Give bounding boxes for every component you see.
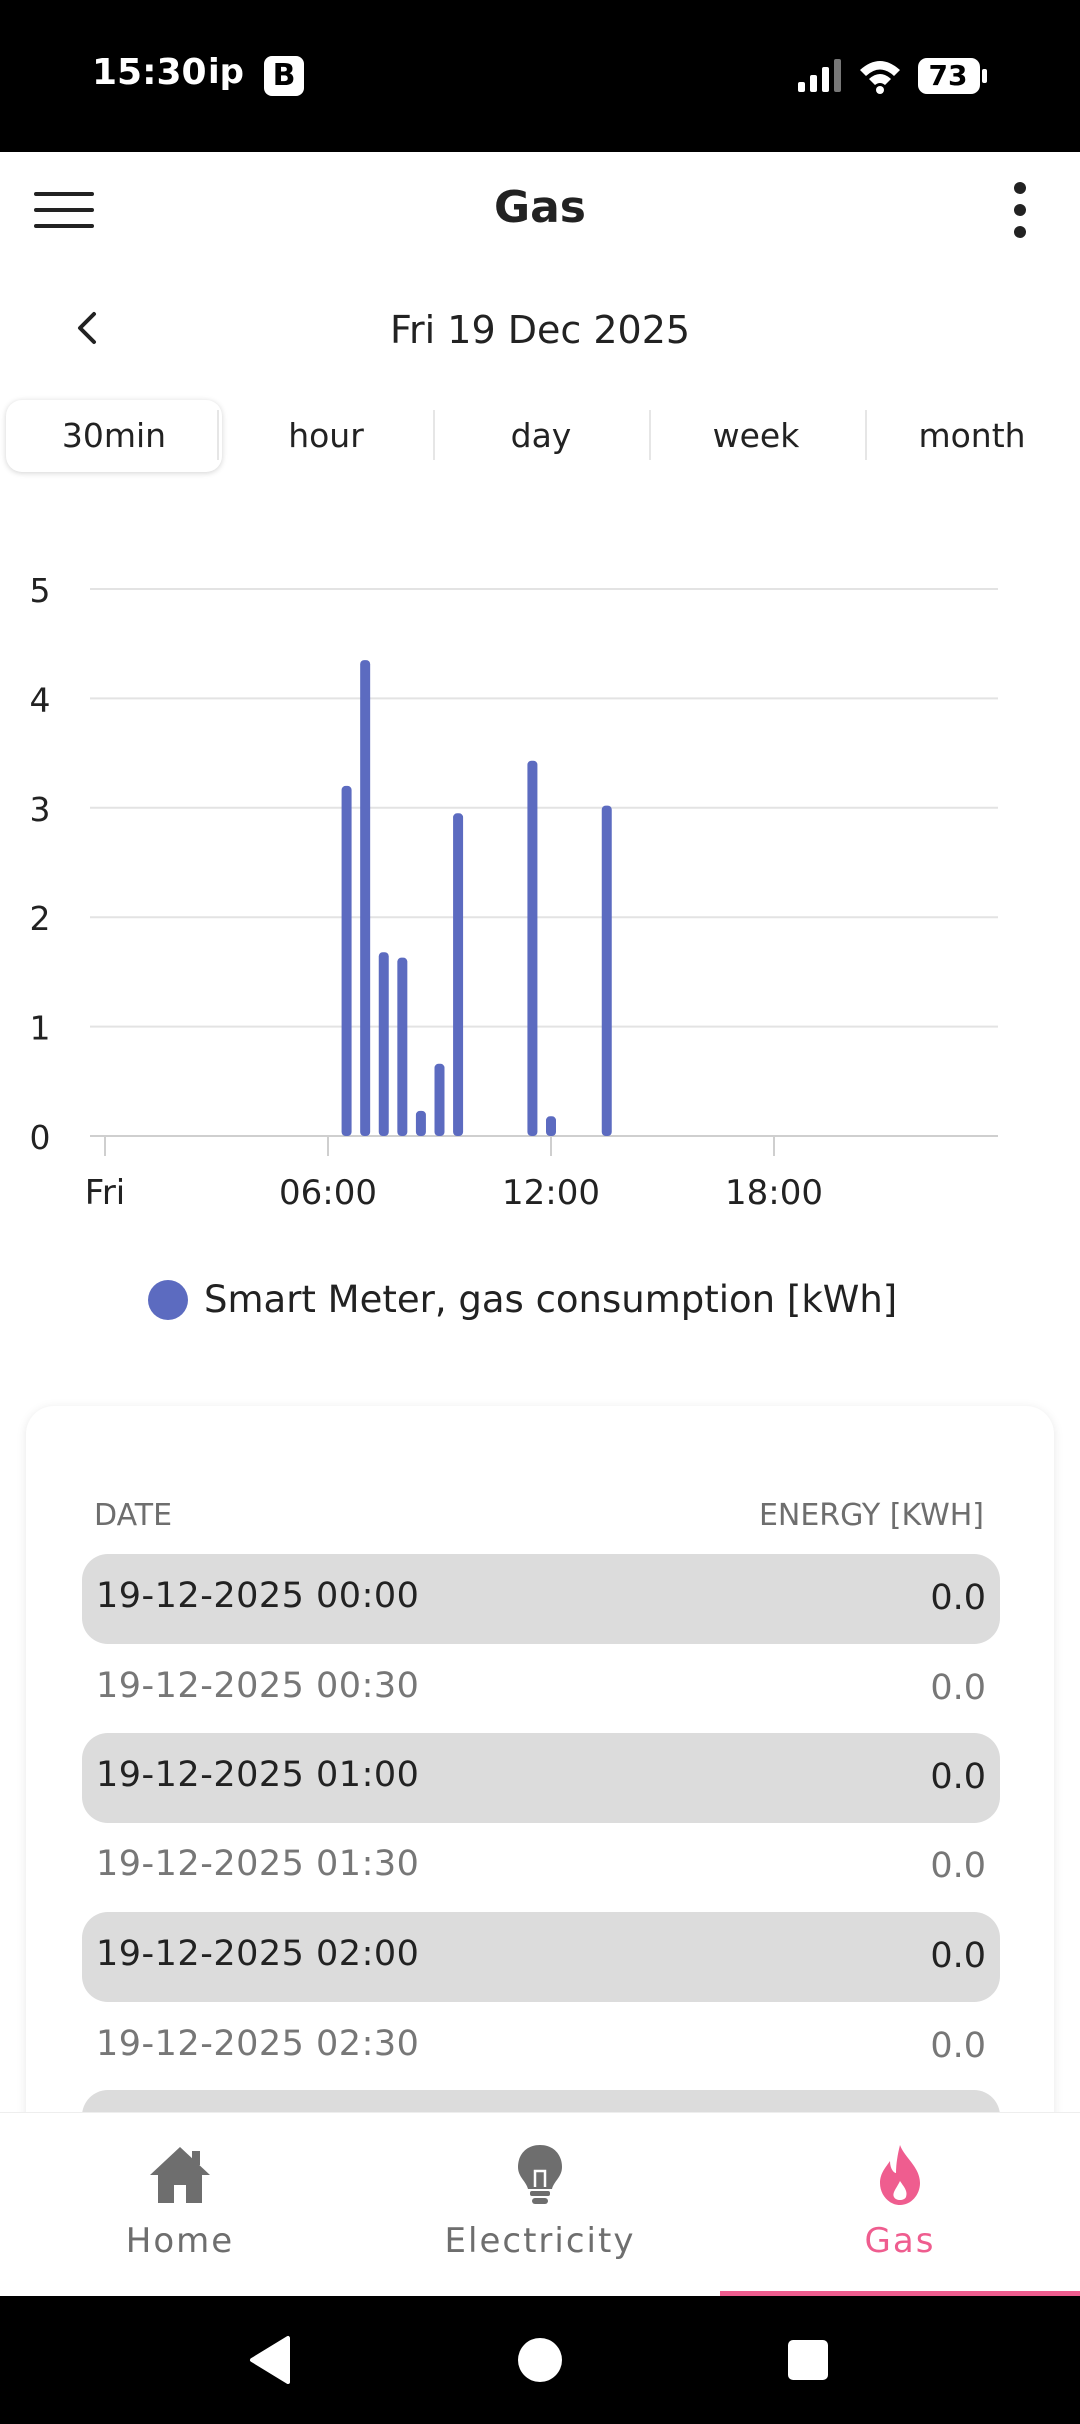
table-row: 19-12-2025 01:00 0.0 <box>82 1733 1000 1823</box>
app-badge-icon: B <box>264 56 304 96</box>
row-date: 19-12-2025 02:30 <box>96 2024 420 2064</box>
legend-label: Smart Meter, gas consumption [kWh] <box>204 1278 898 1321</box>
x-tick-label: Fri <box>85 1173 126 1213</box>
bar <box>546 1116 556 1136</box>
table-row: 19-12-2025 00:30 0.0 <box>82 1644 1000 1734</box>
signal-icon <box>798 59 841 92</box>
more-options-icon[interactable] <box>1000 182 1040 238</box>
y-tick-label: 1 <box>30 1009 51 1048</box>
nav-gas[interactable]: Gas <box>720 2113 1080 2297</box>
tab-day[interactable]: day <box>510 416 572 455</box>
home-icon <box>150 2147 210 2203</box>
status-time: 15:30 <box>92 52 207 93</box>
tab-week[interactable]: week <box>712 416 800 455</box>
row-date: 19-12-2025 02:00 <box>96 1934 420 1974</box>
battery-icon <box>918 58 987 94</box>
chevron-left-icon[interactable] <box>66 306 110 350</box>
menu-icon[interactable] <box>32 188 96 232</box>
tab-hour[interactable]: hour <box>288 416 364 455</box>
bar <box>415 1110 426 1136</box>
row-date: 19-12-2025 01:00 <box>96 1755 420 1795</box>
nav-gas-label: Gas <box>864 2221 936 2261</box>
row-energy: 0.0 <box>930 1757 986 1797</box>
table-row: 19-12-2025 00:00 0.0 <box>82 1554 1000 1644</box>
row-energy: 0.0 <box>930 1578 986 1618</box>
bar <box>453 813 464 1136</box>
bar <box>434 1063 445 1136</box>
row-energy: 0.0 <box>930 1936 986 1976</box>
row-energy: 0.0 <box>930 2026 986 2066</box>
y-tick-label: 4 <box>30 680 51 719</box>
tab-month[interactable]: month <box>918 416 1026 455</box>
consumption-chart: 0 1 2 3 4 5 Fri 06:00 12:00 18:00 <box>0 540 1080 1260</box>
row-energy: 0.0 <box>930 1846 986 1886</box>
y-tick-label: 3 <box>30 790 51 829</box>
x-tick-label: 18:00 <box>725 1173 823 1213</box>
legend-color-dot <box>148 1280 188 1320</box>
y-tick-label: 2 <box>30 899 51 938</box>
flame-icon <box>880 2145 920 2205</box>
column-header-energy: ENERGY [KWH] <box>758 1498 984 1533</box>
bar <box>341 785 352 1136</box>
x-tick-label: 06:00 <box>279 1173 377 1213</box>
nav-home[interactable]: Home <box>0 2113 360 2297</box>
y-tick-label: 0 <box>30 1118 51 1157</box>
battery-level: 73 <box>928 59 968 92</box>
row-energy: 0.0 <box>930 1668 986 1708</box>
current-date: Fri 19 Dec 2025 <box>389 308 691 352</box>
nav-electricity-label: Electricity <box>444 2221 636 2261</box>
tab-divider <box>865 410 867 460</box>
status-bar: 15:30 ip B 73 <box>0 0 1080 152</box>
row-date: 19-12-2025 00:00 <box>96 1576 420 1616</box>
row-date: 19-12-2025 01:30 <box>96 1844 420 1884</box>
tab-divider <box>649 410 651 460</box>
bar-chart: 0 1 2 3 4 5 Fri 06:00 12:00 18:00 <box>30 571 998 1213</box>
system-home-icon[interactable] <box>516 2336 564 2384</box>
tab-30min[interactable]: 30min <box>6 400 222 472</box>
app-bar: Gas <box>0 152 1080 268</box>
data-table-card: DATE ENERGY [KWH] 19-12-2025 00:00 0.0 1… <box>26 1406 1054 2166</box>
tab-divider <box>433 410 435 460</box>
nav-home-label: Home <box>125 2221 235 2261</box>
system-back-icon[interactable] <box>246 2334 294 2386</box>
tab-divider <box>217 410 219 460</box>
column-header-date: DATE <box>94 1498 173 1533</box>
active-tab-indicator <box>720 2291 1080 2297</box>
y-tick-label: 5 <box>30 571 51 610</box>
bar <box>397 957 408 1136</box>
bar <box>378 952 389 1136</box>
page-title: Gas <box>494 182 586 233</box>
table-row: 19-12-2025 02:00 0.0 <box>82 1912 1000 2002</box>
nav-electricity[interactable]: Electricity <box>360 2113 720 2297</box>
bar <box>527 760 538 1136</box>
date-navigator: Fri 19 Dec 2025 <box>0 290 1080 370</box>
x-tick-label: 12:00 <box>502 1173 600 1213</box>
table-row: 19-12-2025 02:30 0.0 <box>82 2002 1000 2092</box>
lightbulb-icon <box>518 2145 562 2204</box>
status-carrier: ip <box>208 52 244 92</box>
table-row: 19-12-2025 01:30 0.0 <box>82 1822 1000 1912</box>
system-navigation-bar <box>0 2296 1080 2424</box>
bar <box>601 805 612 1136</box>
row-date: 19-12-2025 00:30 <box>96 1666 420 1706</box>
bottom-navigation: Home Electricity Gas <box>0 2112 1080 2297</box>
system-recents-icon[interactable] <box>786 2338 830 2382</box>
period-tabs: 30min hour day week month <box>0 396 1080 476</box>
bar <box>360 660 371 1136</box>
wifi-icon <box>860 61 900 94</box>
